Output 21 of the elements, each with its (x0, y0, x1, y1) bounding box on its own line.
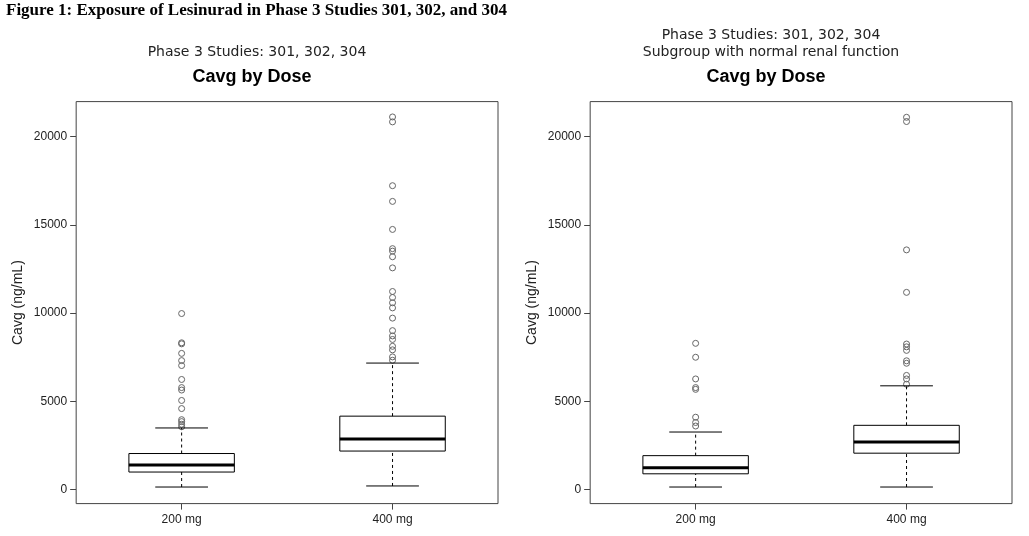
chart-title: Cavg by Dose (192, 65, 312, 86)
y-tick-label: 10000 (547, 305, 582, 320)
x-tick-label: 200 mg (675, 512, 716, 527)
chart-title: Cavg by Dose (706, 65, 826, 86)
x-tick-label: 400 mg (886, 512, 927, 527)
y-tick-label: 15000 (547, 217, 582, 232)
x-tick-label: 400 mg (372, 512, 413, 527)
y-tick-label: 5000 (554, 393, 582, 408)
chart-subtitle: Phase 3 Studies: 301, 302, 304 Subgroup with normal renal function (641, 25, 901, 61)
y-tick-label: 20000 (33, 129, 68, 144)
x-tick-label: 200 mg (161, 512, 202, 527)
y-tick-label: 5000 (40, 393, 68, 408)
y-tick-label: 20000 (547, 129, 582, 144)
y-tick-label: 0 (60, 481, 68, 496)
y-tick-label: 10000 (33, 305, 68, 320)
y-tick-label: 0 (574, 481, 582, 496)
y-tick-label: 15000 (33, 217, 68, 232)
caption: Figure 1: Exposure of Lesinurad in Phase 3 Studies 301, 302, and 304 (5, 0, 508, 21)
y-axis-title: Cavg (ng/mL) (9, 260, 26, 346)
chart-subtitle: Phase 3 Studies: 301, 302, 304 (146, 42, 368, 61)
y-axis-title: Cavg (ng/mL) (523, 260, 540, 346)
